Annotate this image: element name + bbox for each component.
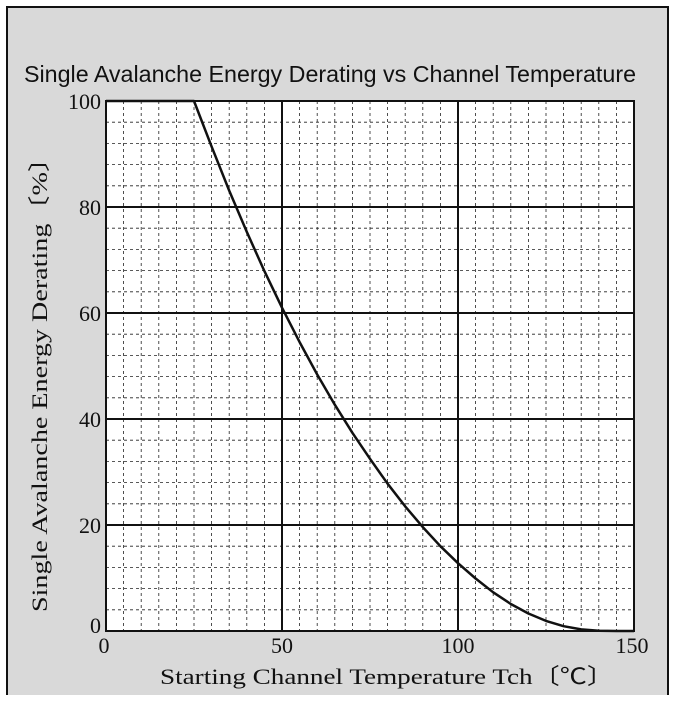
y-tick-label: 60 bbox=[79, 301, 101, 326]
major-grid bbox=[106, 101, 634, 631]
minor-grid bbox=[106, 101, 634, 631]
x-tick-label: 150 bbox=[616, 633, 649, 658]
y-tick-label: 100 bbox=[68, 89, 101, 114]
plot-border bbox=[105, 100, 635, 632]
derating-curve bbox=[106, 99, 634, 633]
y-tick-label: 0 bbox=[90, 613, 101, 638]
y-tick-label: 40 bbox=[79, 407, 101, 432]
chart-frame: Single Avalanche Energy Derating vs Chan… bbox=[6, 6, 669, 695]
x-tick-labels: 0 50 100 150 bbox=[99, 633, 649, 658]
x-tick-label: 0 bbox=[99, 633, 110, 658]
chart: Single Avalanche Energy Derating vs Chan… bbox=[24, 61, 649, 689]
y-axis-label: Single Avalanche Energy Derating〔%〕 bbox=[27, 144, 52, 612]
x-tick-label: 50 bbox=[271, 633, 293, 658]
y-tick-label: 80 bbox=[79, 195, 101, 220]
x-axis-label: Starting Channel Temperature Tch〔℃〕 bbox=[160, 664, 614, 689]
y-tick-label: 20 bbox=[79, 513, 101, 538]
y-tick-labels: 0 20 40 60 80 100 bbox=[68, 89, 101, 638]
x-tick-label: 100 bbox=[442, 633, 475, 658]
chart-title: Single Avalanche Energy Derating vs Chan… bbox=[24, 61, 636, 87]
